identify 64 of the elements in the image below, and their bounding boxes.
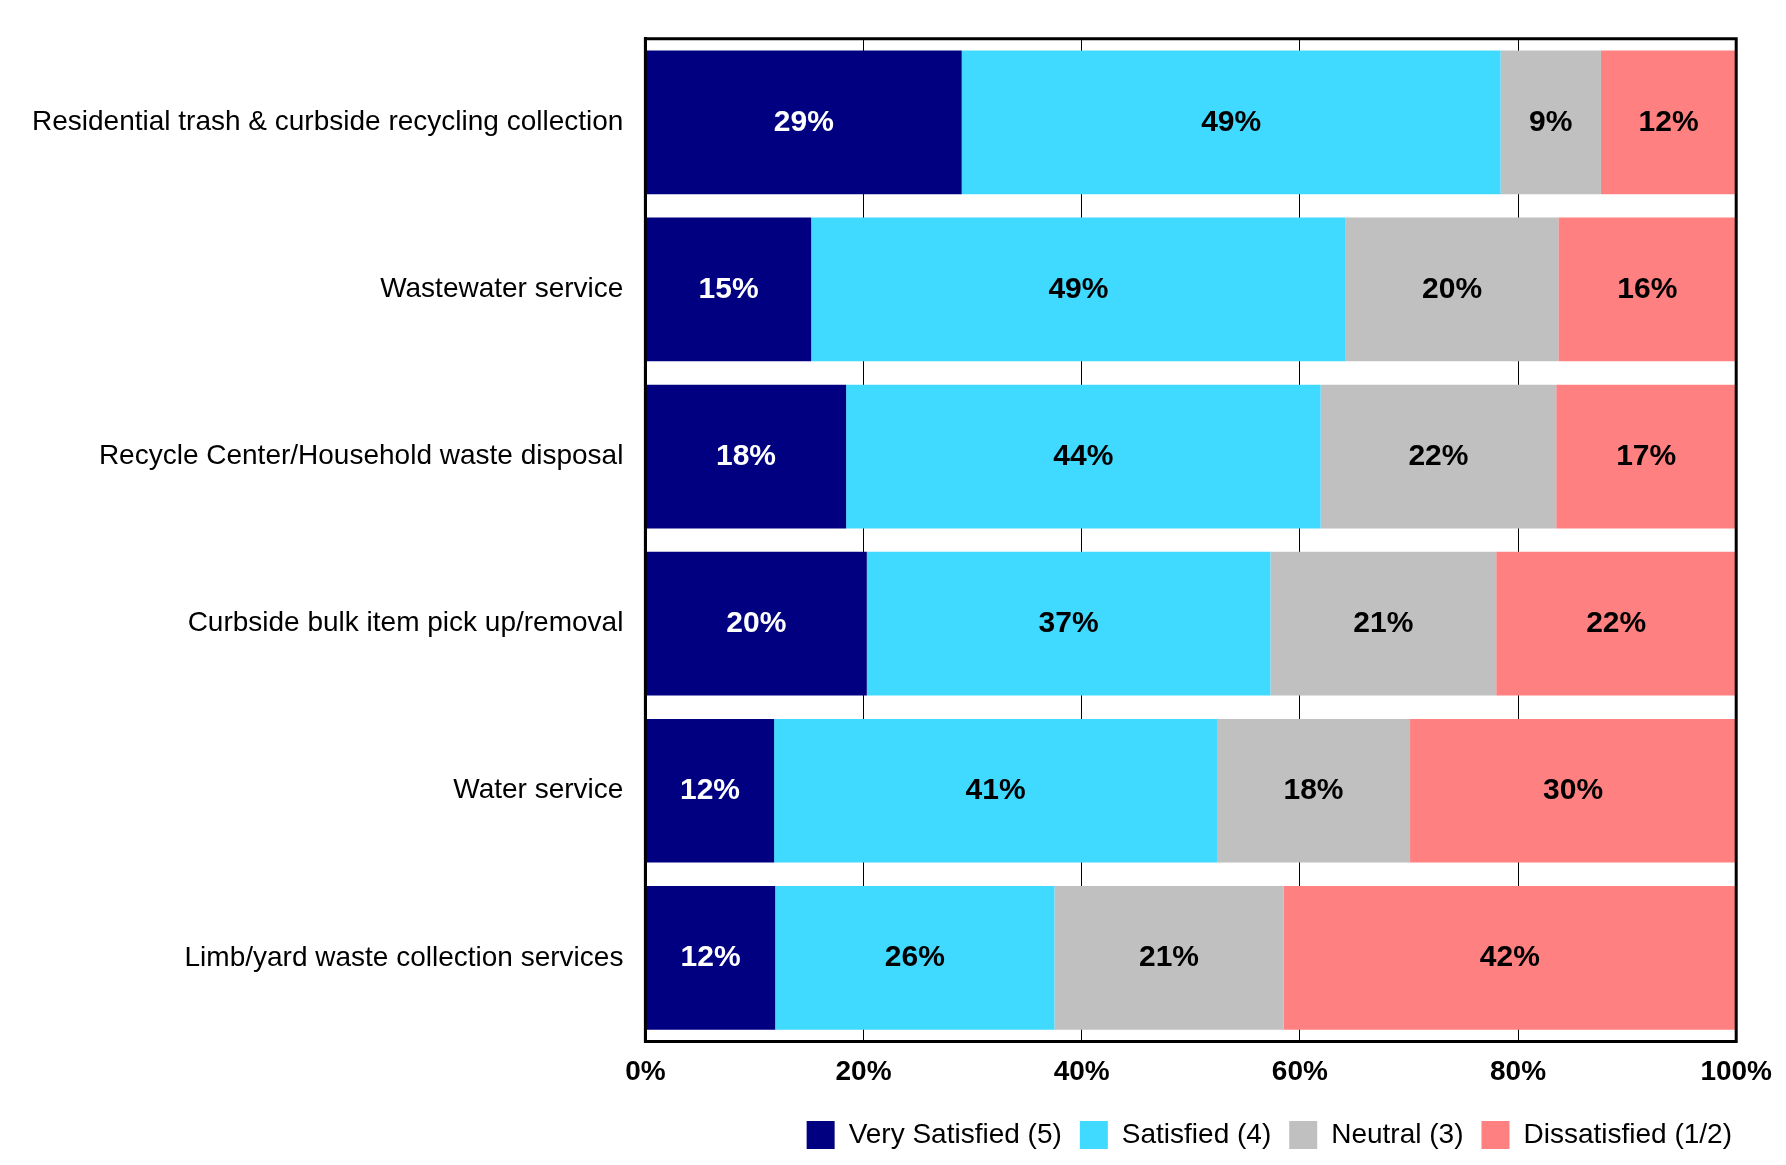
data-label: 20% bbox=[726, 604, 787, 638]
data-label: 41% bbox=[965, 772, 1026, 806]
data-label: 49% bbox=[1048, 270, 1109, 304]
bar bbox=[1558, 217, 1737, 362]
y-tick-label: Recycle Center/Household waste disposal bbox=[98, 439, 624, 471]
data-label: 20% bbox=[1422, 270, 1483, 304]
data-label: 12% bbox=[1638, 103, 1699, 137]
bar bbox=[1054, 886, 1284, 1030]
bar bbox=[775, 886, 1055, 1030]
data-label: 21% bbox=[1138, 939, 1199, 973]
bar bbox=[645, 718, 775, 863]
data-label: 12% bbox=[679, 772, 741, 806]
data-label: 18% bbox=[715, 437, 777, 471]
data-label: 17% bbox=[1616, 437, 1677, 471]
bar bbox=[1283, 886, 1737, 1030]
legend-label: Dissatisfied (1/2) bbox=[1523, 1117, 1733, 1149]
bar bbox=[866, 551, 1271, 696]
bar bbox=[645, 384, 847, 529]
bar bbox=[1345, 217, 1559, 362]
data-label: 22% bbox=[1408, 437, 1469, 471]
bar bbox=[811, 217, 1346, 362]
data-label: 12% bbox=[680, 939, 741, 973]
data-label: 42% bbox=[1479, 939, 1540, 973]
data-label: 22% bbox=[1586, 604, 1647, 638]
y-tick-label: Curbside bulk item pick up/removal bbox=[187, 606, 624, 638]
data-label: 21% bbox=[1353, 604, 1414, 638]
y-tick-label: Limb/yard waste collection services bbox=[184, 940, 624, 972]
legend-label: Satisfied (4) bbox=[1121, 1117, 1272, 1149]
bar bbox=[1496, 551, 1737, 696]
bar bbox=[645, 217, 812, 362]
bar bbox=[1600, 50, 1737, 195]
bar bbox=[1270, 551, 1497, 696]
data-label: 16% bbox=[1617, 270, 1678, 304]
data-label: 49% bbox=[1201, 103, 1262, 137]
bar bbox=[1216, 718, 1411, 863]
bar bbox=[1556, 384, 1737, 529]
x-tick-label: 60% bbox=[1271, 1054, 1328, 1086]
bar bbox=[1320, 384, 1557, 529]
x-tick-label: 20% bbox=[835, 1054, 892, 1086]
bar bbox=[645, 551, 867, 696]
bar bbox=[1500, 50, 1601, 195]
data-label: 15% bbox=[698, 270, 759, 304]
bar bbox=[645, 886, 776, 1030]
x-tick-label: 0% bbox=[625, 1054, 666, 1086]
bar bbox=[961, 50, 1501, 195]
bar bbox=[1410, 718, 1737, 863]
data-label: 29% bbox=[773, 103, 834, 137]
legend-label: Very Satisfied (5) bbox=[848, 1117, 1062, 1149]
x-tick-label: 100% bbox=[1700, 1054, 1773, 1086]
data-label: 9% bbox=[1529, 103, 1573, 137]
x-tick-label: 80% bbox=[1490, 1054, 1547, 1086]
bar bbox=[774, 718, 1217, 863]
bar bbox=[645, 50, 962, 195]
y-tick-label: Residential trash & curbside recycling collection bbox=[32, 105, 624, 137]
y-tick-label: Water service bbox=[453, 773, 624, 805]
data-label: 30% bbox=[1543, 772, 1604, 806]
data-label: 37% bbox=[1038, 604, 1099, 638]
data-label: 44% bbox=[1053, 437, 1114, 471]
legend-label: Neutral (3) bbox=[1331, 1117, 1464, 1149]
bar bbox=[846, 384, 1321, 529]
x-tick-label: 40% bbox=[1053, 1054, 1110, 1086]
data-label: 18% bbox=[1283, 772, 1344, 806]
y-tick-label: Wastewater service bbox=[380, 272, 624, 304]
data-label: 26% bbox=[884, 939, 945, 973]
